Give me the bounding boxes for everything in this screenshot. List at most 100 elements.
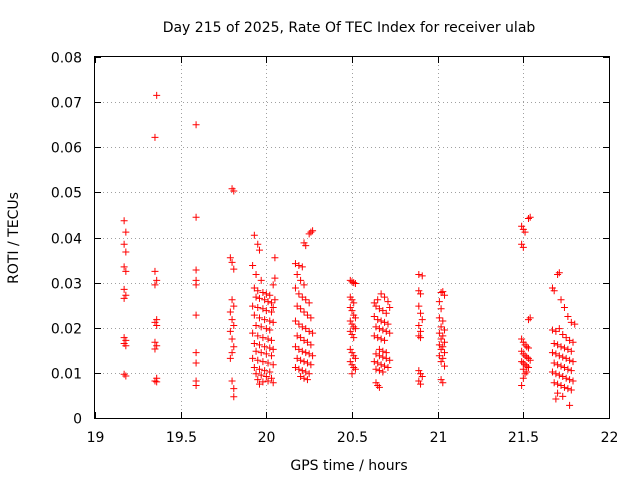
- data-point: [120, 217, 128, 225]
- data-point: [350, 299, 358, 307]
- data-point: [437, 376, 445, 384]
- data-point: [122, 248, 130, 256]
- data-point: [415, 302, 423, 310]
- data-point: [548, 326, 556, 334]
- data-point: [569, 338, 577, 346]
- data-point: [192, 311, 200, 319]
- data-point: [554, 271, 562, 279]
- data-point: [257, 349, 265, 357]
- data-point: [295, 290, 303, 298]
- data-point: [307, 361, 315, 369]
- data-point: [562, 354, 570, 362]
- data-point: [381, 318, 389, 326]
- data-point: [153, 91, 161, 99]
- data-point: [300, 358, 308, 366]
- y-tick-label: 0.06: [51, 141, 82, 157]
- data-point: [372, 365, 380, 373]
- data-point: [305, 370, 313, 378]
- data-point: [554, 361, 562, 369]
- data-point: [250, 311, 258, 319]
- data-point: [567, 367, 575, 375]
- data-point: [417, 309, 425, 317]
- data-point: [271, 254, 279, 262]
- data-point: [562, 374, 570, 382]
- data-point: [120, 263, 128, 271]
- data-point: [255, 380, 263, 388]
- data-point: [524, 316, 532, 324]
- data-point: [417, 380, 425, 388]
- data-point: [519, 243, 527, 251]
- data-point: [550, 340, 558, 348]
- x-tick-label: 21.5: [508, 430, 539, 446]
- plot-frame: [94, 56, 610, 419]
- data-point: [441, 362, 449, 370]
- data-point: [526, 314, 534, 322]
- data-point: [554, 380, 562, 388]
- data-point: [418, 372, 426, 380]
- data-point: [264, 359, 272, 367]
- data-point: [261, 343, 269, 351]
- data-point: [262, 372, 270, 380]
- data-point: [228, 335, 236, 343]
- data-point: [230, 302, 238, 310]
- data-point: [192, 359, 200, 367]
- data-point: [439, 332, 447, 340]
- data-point: [266, 317, 274, 325]
- data-point: [259, 358, 267, 366]
- data-point: [259, 305, 267, 313]
- data-point: [293, 354, 301, 362]
- data-point: [271, 274, 279, 282]
- data-point: [269, 345, 277, 353]
- data-point: [297, 305, 305, 313]
- data-point: [300, 374, 308, 382]
- data-point: [228, 296, 236, 304]
- data-point: [293, 332, 301, 340]
- data-point: [351, 280, 359, 288]
- data-point: [305, 230, 313, 238]
- y-axis: 0 0.01 0.02 0.03 0.04 0.05 0.06 0.07 0.08: [51, 51, 609, 428]
- data-point: [151, 345, 159, 353]
- data-point: [526, 213, 534, 221]
- data-point: [375, 345, 383, 353]
- data-point: [375, 367, 383, 375]
- data-point: [254, 356, 262, 364]
- data-point: [415, 367, 423, 375]
- data-point: [374, 359, 382, 367]
- data-point: [386, 329, 394, 337]
- data-point: [309, 329, 317, 337]
- data-point: [377, 361, 385, 369]
- data-point: [267, 352, 275, 360]
- y-tick-label: 0.03: [51, 277, 82, 293]
- data-point: [122, 291, 130, 299]
- data-point: [564, 345, 572, 353]
- data-point: [374, 382, 382, 390]
- data-point: [267, 299, 275, 307]
- data-point: [560, 363, 568, 371]
- data-point: [370, 358, 378, 366]
- data-point: [560, 303, 568, 311]
- data-point: [439, 354, 447, 362]
- data-point: [377, 335, 385, 343]
- data-point: [374, 296, 382, 304]
- data-point: [348, 349, 356, 357]
- data-point: [254, 303, 262, 311]
- data-point: [255, 365, 263, 373]
- data-point: [252, 271, 260, 279]
- data-point: [266, 291, 274, 299]
- data-point: [302, 368, 310, 376]
- data-point: [122, 267, 130, 275]
- data-point: [266, 326, 274, 334]
- data-point: [348, 370, 356, 378]
- data-point: [566, 336, 574, 344]
- data-point: [519, 374, 527, 382]
- data-point: [153, 342, 161, 350]
- data-point: [382, 349, 390, 357]
- data-point: [346, 303, 354, 311]
- data-point: [384, 298, 392, 306]
- data-point: [417, 290, 425, 298]
- data-point: [548, 368, 556, 376]
- data-point: [351, 354, 359, 362]
- data-point: [550, 287, 558, 295]
- data-point: [524, 363, 532, 371]
- data-point: [370, 299, 378, 307]
